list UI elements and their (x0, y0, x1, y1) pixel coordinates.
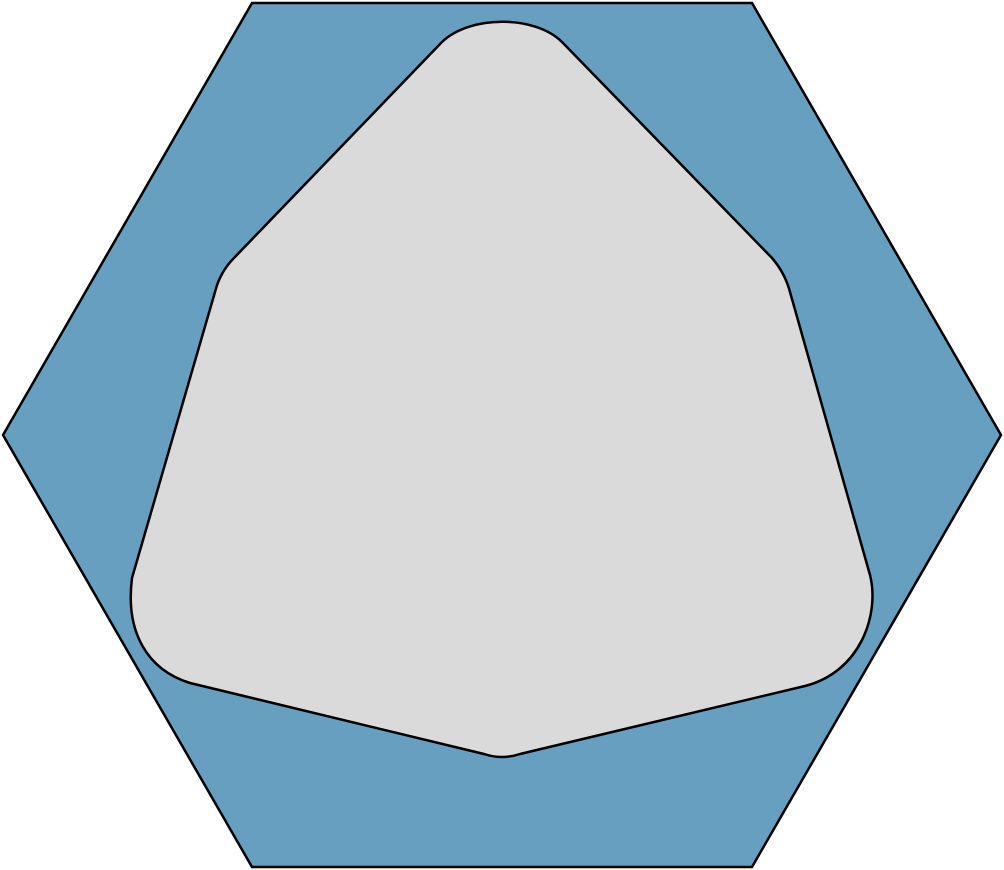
inner-rounded-pentagon (129, 20, 874, 759)
